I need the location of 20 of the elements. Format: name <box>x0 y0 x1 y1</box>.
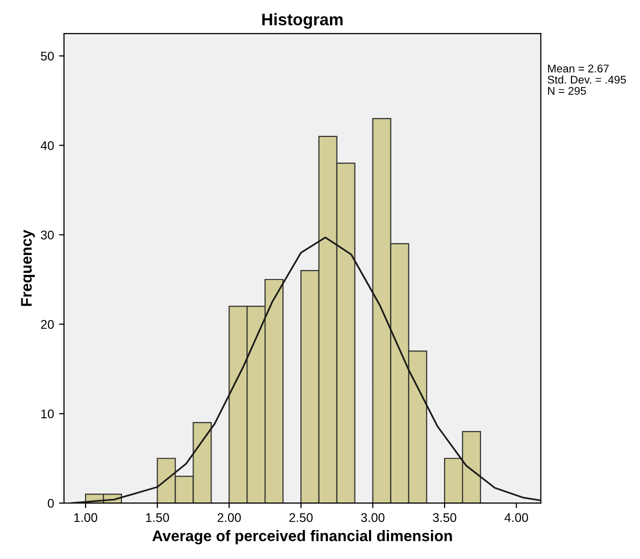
x-tick-label: 2.00 <box>218 513 241 522</box>
x-axis-title: Average of perceived financial dimension <box>152 530 452 544</box>
y-axis-title: Frequency <box>21 230 35 306</box>
x-tick-label: 1.50 <box>146 513 170 522</box>
y-tick-label: 40 <box>40 141 54 150</box>
line-series <box>70 236 541 504</box>
chart-title: Histogram <box>262 13 343 29</box>
x-tick-label: 2.50 <box>289 513 313 522</box>
text: Mean = 2.67 <box>548 64 609 72</box>
x-tick-label: 4.00 <box>504 513 528 522</box>
y-tick-label: 30 <box>40 230 54 240</box>
y-tick-label: 50 <box>40 52 54 61</box>
text: Std. Dev. = .495 <box>548 75 626 84</box>
x-tick-label: 3.00 <box>361 513 384 522</box>
y-tick-label: 20 <box>41 320 54 329</box>
y-tick-label: 10 <box>41 409 54 418</box>
text: N = 295 <box>548 86 586 95</box>
x-tick-label: 1.00 <box>74 513 98 522</box>
y-tick-label: 0 <box>48 498 54 508</box>
x-tick-label: 3.50 <box>432 513 456 522</box>
